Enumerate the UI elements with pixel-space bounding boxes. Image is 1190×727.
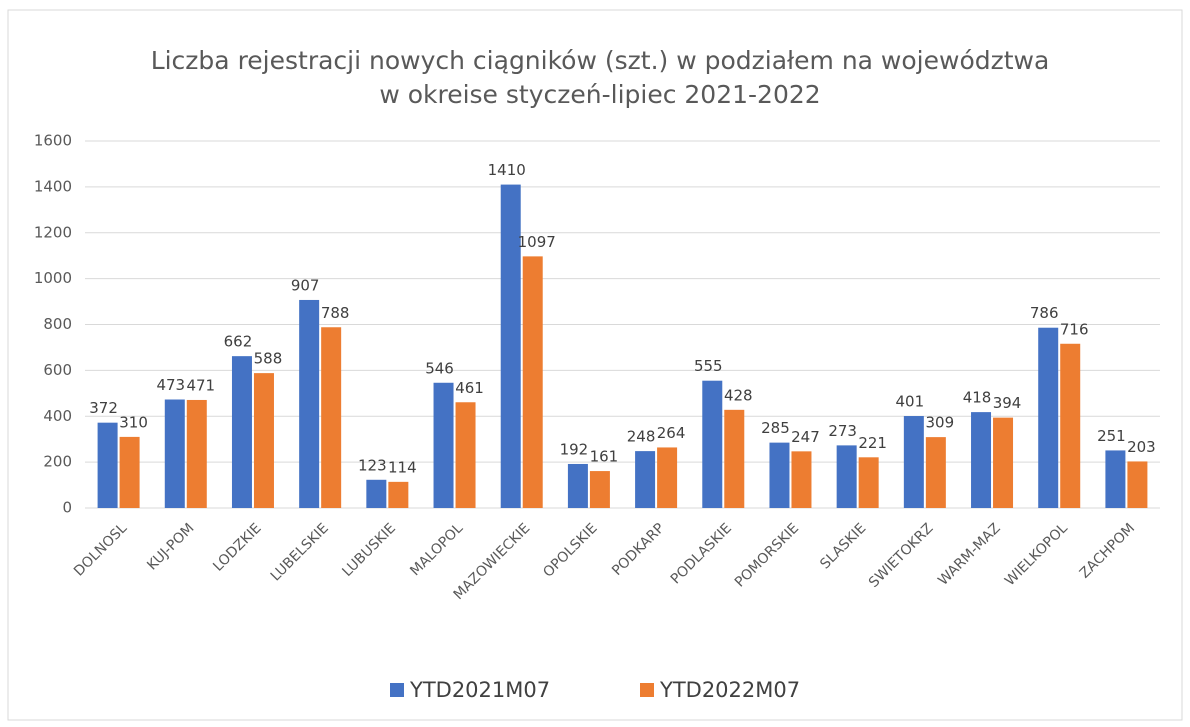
bar xyxy=(500,184,521,509)
y-tick-label: 1000 xyxy=(34,269,72,287)
value-label: 546 xyxy=(425,359,454,377)
bar xyxy=(119,436,140,508)
bar xyxy=(1060,343,1081,508)
bar xyxy=(231,356,252,508)
value-label: 473 xyxy=(156,376,185,394)
bar xyxy=(971,412,992,508)
bar xyxy=(1038,327,1059,508)
bar xyxy=(925,437,946,508)
bar xyxy=(388,481,409,508)
value-label: 123 xyxy=(358,456,387,474)
bar xyxy=(567,463,588,508)
bar xyxy=(858,457,879,508)
value-label: 788 xyxy=(321,304,350,322)
value-label: 428 xyxy=(724,386,753,404)
bar xyxy=(366,479,387,508)
bar xyxy=(97,422,118,508)
value-label: 662 xyxy=(224,333,253,351)
value-label: 786 xyxy=(1030,304,1059,322)
bar xyxy=(1127,461,1148,508)
value-label: 251 xyxy=(1097,427,1126,445)
value-label: 401 xyxy=(896,393,925,411)
value-label: 471 xyxy=(186,376,215,394)
value-label: 273 xyxy=(828,422,857,440)
value-label: 1410 xyxy=(488,161,526,179)
legend-label: YTD2022M07 xyxy=(659,678,800,702)
y-tick-label: 1400 xyxy=(34,177,72,195)
legend-label: YTD2021M07 xyxy=(409,678,550,702)
bar xyxy=(993,417,1014,508)
bar xyxy=(522,256,543,508)
chart-frame xyxy=(7,9,1183,721)
chart-title: w okreise styczeń-lipiec 2021-2022 xyxy=(379,80,820,109)
bar xyxy=(769,442,790,508)
bar xyxy=(791,451,812,508)
value-label: 161 xyxy=(590,448,619,466)
value-label: 203 xyxy=(1127,438,1156,456)
legend-swatch xyxy=(640,683,654,697)
y-tick-label: 1200 xyxy=(34,223,72,241)
value-label: 394 xyxy=(993,394,1022,412)
bar xyxy=(589,471,610,508)
value-label: 907 xyxy=(291,276,320,294)
bar xyxy=(321,327,342,508)
bar xyxy=(455,402,476,508)
bar xyxy=(724,409,745,508)
bar xyxy=(186,399,207,508)
value-label: 221 xyxy=(858,434,887,452)
bar xyxy=(433,382,454,508)
bar xyxy=(836,445,857,508)
value-label: 248 xyxy=(627,428,656,446)
value-label: 588 xyxy=(254,350,283,368)
value-label: 372 xyxy=(89,399,118,417)
bar xyxy=(1105,450,1126,508)
y-tick-label: 0 xyxy=(62,499,72,517)
chart-title: Liczba rejestracji nowych ciągników (szt… xyxy=(151,46,1050,75)
legend-swatch xyxy=(390,683,404,697)
y-tick-label: 200 xyxy=(43,453,72,471)
value-label: 264 xyxy=(657,424,686,442)
bar xyxy=(164,399,185,508)
bar xyxy=(299,299,320,508)
value-label: 114 xyxy=(388,458,417,476)
value-label: 310 xyxy=(119,413,148,431)
value-label: 418 xyxy=(963,389,992,407)
bar xyxy=(903,416,924,508)
value-label: 716 xyxy=(1060,320,1089,338)
bar xyxy=(253,373,274,508)
value-label: 461 xyxy=(455,379,484,397)
y-tick-label: 1600 xyxy=(34,132,72,150)
bar xyxy=(635,451,656,508)
bar xyxy=(657,447,678,508)
y-tick-label: 600 xyxy=(43,361,72,379)
value-label: 285 xyxy=(761,419,790,437)
bar xyxy=(702,380,723,508)
value-label: 555 xyxy=(694,357,723,375)
value-label: 1097 xyxy=(518,233,556,251)
value-label: 247 xyxy=(791,428,820,446)
y-tick-label: 400 xyxy=(43,407,72,425)
y-tick-label: 800 xyxy=(43,315,72,333)
value-label: 309 xyxy=(926,414,955,432)
value-label: 192 xyxy=(560,440,589,458)
